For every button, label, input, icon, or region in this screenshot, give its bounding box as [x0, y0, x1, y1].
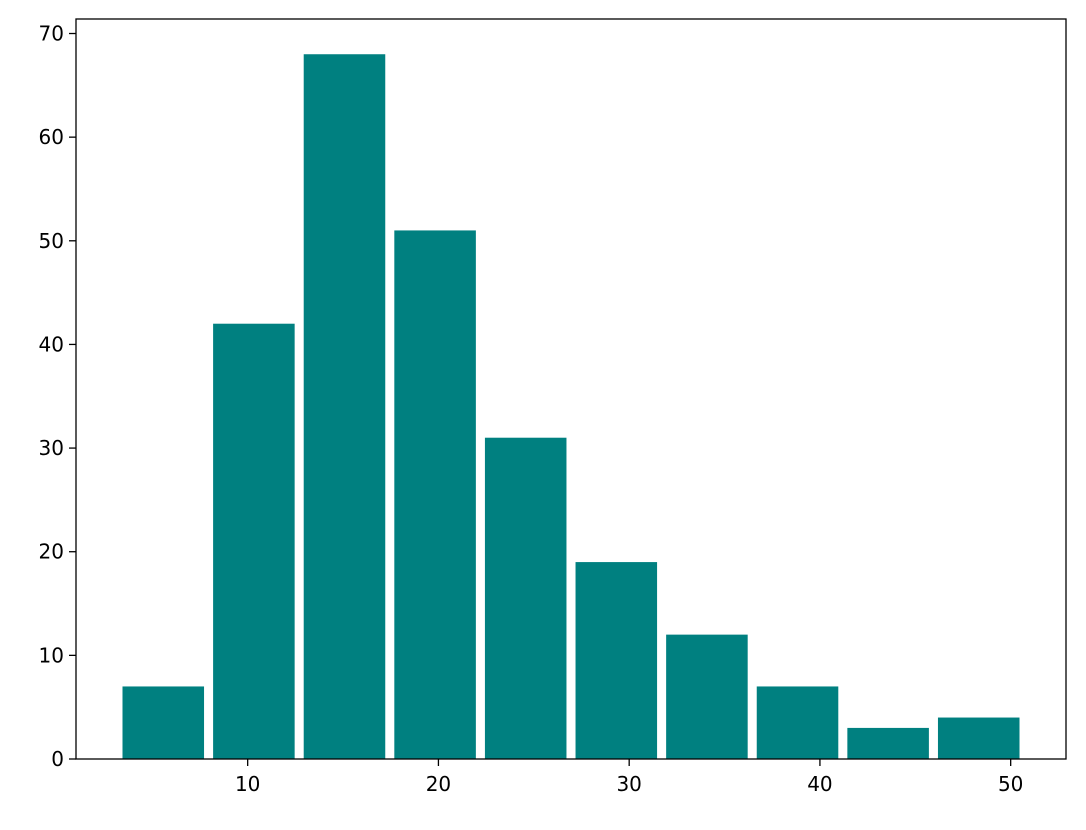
y-tick-label: 50: [39, 229, 64, 253]
bar: [666, 634, 748, 759]
bar: [213, 323, 295, 759]
bar: [303, 54, 386, 759]
y-tick-label: 20: [39, 540, 64, 564]
x-tick-label: 30: [616, 772, 641, 796]
bar: [484, 437, 567, 759]
x-tick-label: 50: [998, 772, 1023, 796]
bar: [937, 717, 1020, 759]
bar: [575, 562, 658, 759]
y-tick-label: 30: [39, 436, 64, 460]
x-tick-label: 20: [426, 772, 451, 796]
x-tick-label: 40: [807, 772, 832, 796]
x-tick-label: 10: [235, 772, 260, 796]
bar: [756, 686, 839, 759]
bar: [394, 230, 476, 759]
y-tick-label: 70: [39, 22, 64, 46]
y-tick-label: 60: [39, 125, 64, 149]
y-tick-label: 10: [39, 643, 64, 667]
bar: [122, 686, 205, 759]
bar: [847, 727, 929, 759]
y-tick-label: 40: [39, 332, 64, 356]
plot-frame: [75, 18, 1067, 760]
y-tick-label: 0: [51, 747, 64, 771]
